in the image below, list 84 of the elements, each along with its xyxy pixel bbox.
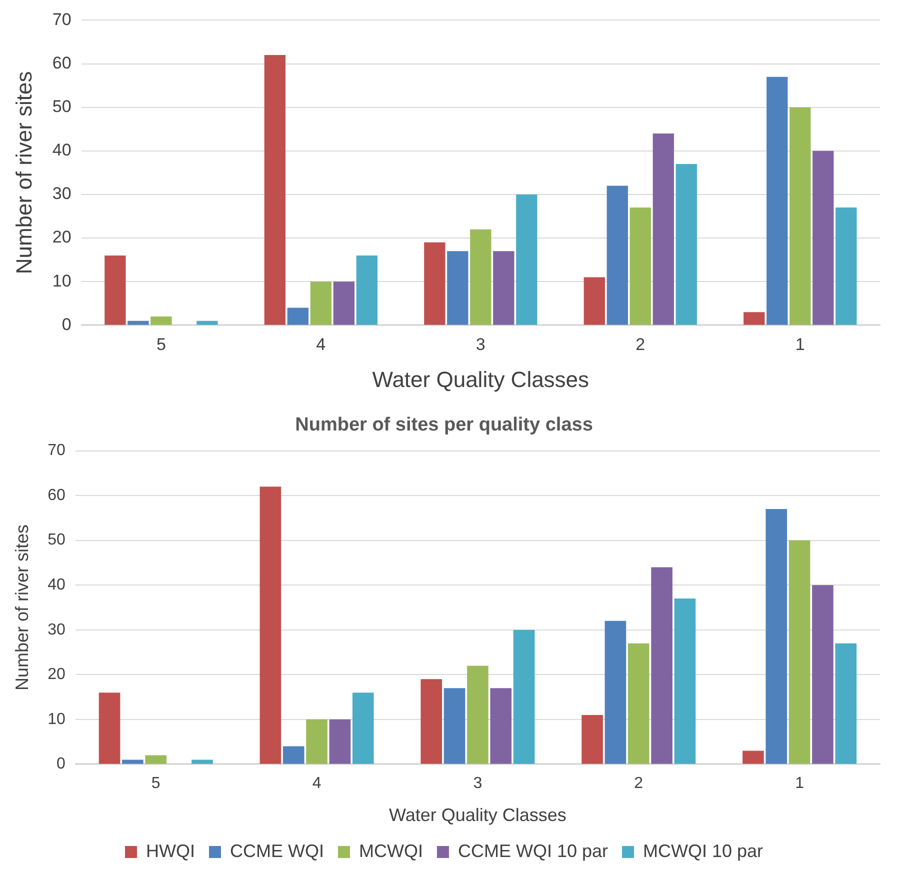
bar xyxy=(516,194,538,325)
x-tick-label: 4 xyxy=(316,335,326,354)
y-tick-label: 70 xyxy=(52,10,72,29)
bar xyxy=(333,282,354,325)
y-tick-label: 70 xyxy=(48,442,66,460)
x-axis-title: Water Quality Classes xyxy=(372,366,590,392)
legend-label: MCWQI xyxy=(358,840,423,861)
bar xyxy=(128,320,149,325)
bar xyxy=(104,255,126,325)
bar xyxy=(790,107,811,325)
x-tick-label: 2 xyxy=(636,335,646,354)
bar xyxy=(260,486,282,764)
bar xyxy=(652,133,674,325)
bar xyxy=(310,282,332,325)
x-tick-label: 4 xyxy=(312,775,322,792)
y-tick-label: 30 xyxy=(48,621,66,638)
y-tick-label: 20 xyxy=(48,666,66,684)
y-tick-label: 40 xyxy=(48,576,66,594)
x-tick-label: 1 xyxy=(795,335,805,354)
legend-label: CCME WQI xyxy=(230,840,324,861)
bar xyxy=(444,688,466,764)
bar xyxy=(742,750,764,764)
bar xyxy=(490,688,512,764)
chart-title: Number of sites per quality class xyxy=(295,414,593,436)
bar xyxy=(513,630,535,764)
bar xyxy=(282,746,304,764)
x-axis-title: Water Quality Classes xyxy=(389,805,566,826)
y-tick-label: 50 xyxy=(52,97,72,116)
x-tick-label: 1 xyxy=(795,775,804,792)
bar xyxy=(98,692,120,764)
legend-label: MCWQI 10 par xyxy=(642,840,764,861)
x-tick-label: 5 xyxy=(156,335,166,354)
y-tick-label: 0 xyxy=(62,314,72,334)
bar xyxy=(192,760,213,764)
bar xyxy=(606,186,628,325)
bar xyxy=(467,666,488,764)
bar xyxy=(424,242,446,325)
y-tick-label: 30 xyxy=(52,184,72,204)
bar xyxy=(447,251,468,325)
x-tick-label: 2 xyxy=(634,775,644,792)
legend-label: HWQI xyxy=(146,840,195,861)
bar xyxy=(493,251,514,325)
x-tick-label: 5 xyxy=(151,775,160,792)
bar xyxy=(122,760,144,764)
y-axis-title: Number of river sites xyxy=(12,524,32,691)
bar xyxy=(835,643,857,764)
bar xyxy=(329,719,351,764)
bar xyxy=(150,316,172,325)
bar xyxy=(352,692,374,764)
bar xyxy=(582,714,603,764)
bar xyxy=(788,540,810,764)
bar xyxy=(836,208,857,325)
x-tick-label: 3 xyxy=(476,335,486,354)
bar xyxy=(420,679,442,764)
bar xyxy=(630,208,651,325)
legend-label: CCME WQI 10 par xyxy=(458,840,608,861)
bar xyxy=(766,76,788,325)
y-tick-label: 20 xyxy=(52,228,72,247)
bar xyxy=(812,150,834,325)
y-tick-label: 60 xyxy=(48,486,66,504)
bar xyxy=(287,308,308,325)
bar xyxy=(306,719,328,764)
bar xyxy=(356,255,378,325)
bar xyxy=(674,598,696,764)
bar xyxy=(744,312,765,325)
y-axis-title: Number of river sites xyxy=(11,71,36,274)
bar xyxy=(470,229,492,325)
bar xyxy=(264,55,286,325)
y-tick-label: 60 xyxy=(52,53,72,72)
x-tick-label: 3 xyxy=(473,775,482,792)
y-tick-label: 0 xyxy=(56,756,66,773)
bar xyxy=(766,509,788,764)
bar xyxy=(812,585,834,764)
bar xyxy=(651,567,672,764)
y-tick-label: 40 xyxy=(52,140,72,160)
bar xyxy=(604,620,626,764)
bar xyxy=(196,320,218,325)
y-tick-label: 10 xyxy=(52,271,72,290)
bar xyxy=(628,643,650,764)
bar xyxy=(584,277,605,325)
bar xyxy=(676,164,697,325)
y-tick-label: 10 xyxy=(48,710,66,728)
y-tick-label: 50 xyxy=(48,532,66,549)
bar xyxy=(145,755,167,764)
